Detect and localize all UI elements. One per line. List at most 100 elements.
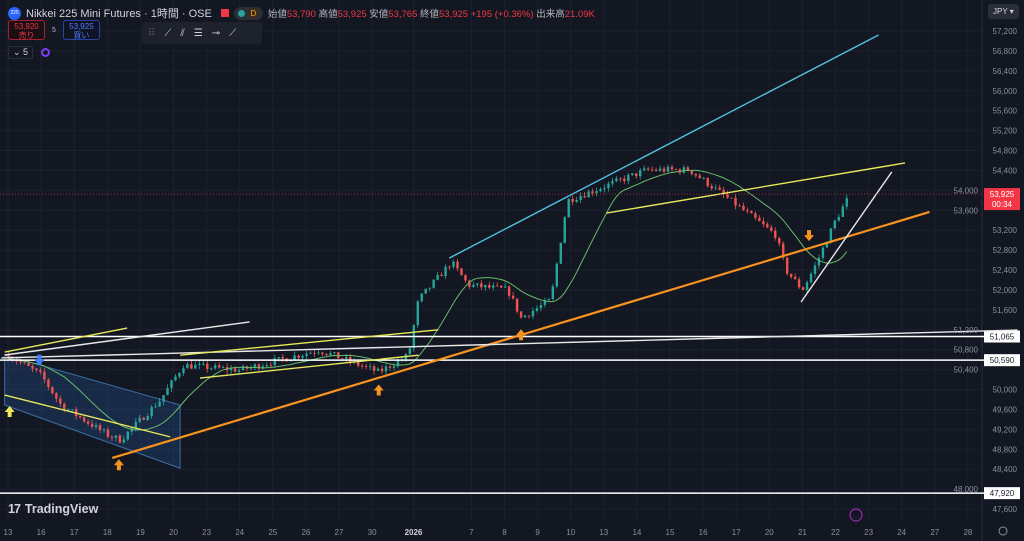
- horizontal-ray-icon[interactable]: ⊸: [211, 27, 221, 39]
- candle-body: [738, 205, 741, 207]
- candle-body: [770, 227, 773, 231]
- candle-body: [253, 364, 257, 368]
- candle-body: [631, 173, 634, 175]
- candle-body: [154, 406, 157, 408]
- candle-body: [110, 436, 114, 438]
- candle-body: [217, 365, 221, 368]
- candle-body: [515, 298, 519, 312]
- candle-body: [23, 362, 26, 364]
- candle-body: [682, 167, 686, 173]
- yellow-resistance-line: [606, 162, 906, 214]
- last-price-tag: [984, 188, 1020, 211]
- candle-body: [837, 216, 841, 221]
- candle-body: [305, 353, 308, 356]
- candle-body: [762, 221, 765, 225]
- price-tick-label: 52,400: [993, 266, 1018, 275]
- price-tick-label: 54,000: [954, 186, 979, 195]
- candle-body: [710, 186, 713, 189]
- time-tick-label: 17: [70, 528, 79, 537]
- time-tick-label: 24: [897, 528, 906, 537]
- trend-line-icon[interactable]: ⟋: [164, 27, 172, 39]
- tradingview-logo[interactable]: 17 TradingView: [8, 502, 98, 516]
- candle-body: [166, 388, 169, 396]
- time-tick-label: 8: [502, 528, 507, 537]
- candle-body: [309, 352, 312, 354]
- candle-body: [273, 358, 276, 366]
- candle-body: [237, 370, 241, 372]
- sell-button[interactable]: 53,920 売り: [8, 20, 45, 40]
- candle-body: [269, 365, 273, 366]
- fib-retracement-icon[interactable]: ☰: [193, 27, 203, 39]
- candle-body: [182, 368, 185, 374]
- candle-body: [503, 286, 507, 288]
- candle-body: [774, 230, 777, 239]
- candle-body: [158, 401, 161, 407]
- parallel-channel-icon[interactable]: ⫽: [180, 27, 185, 39]
- settings-icon[interactable]: [998, 526, 1008, 536]
- ray-icon[interactable]: ⟋: [229, 27, 237, 39]
- level-price-tag: [984, 330, 1020, 343]
- candle-body: [63, 403, 66, 411]
- price-tick-label: 51,200: [954, 326, 979, 335]
- candle-body: [758, 217, 761, 222]
- indicator-collapse-button[interactable]: ⌄ 5: [8, 46, 34, 59]
- candle-body: [229, 368, 233, 371]
- candle-body: [360, 365, 364, 367]
- time-tick-label: 16: [37, 528, 46, 537]
- candle-body: [59, 398, 62, 404]
- regression-channel: [4, 354, 181, 469]
- candle-body: [146, 416, 149, 421]
- drag-handle-icon[interactable]: ⠿: [148, 27, 156, 39]
- time-tick-label: 17: [732, 528, 741, 537]
- level-price-tag: [984, 354, 1020, 367]
- candle-body: [615, 178, 618, 182]
- price-tick-label: 52,000: [993, 286, 1018, 295]
- candle-body: [793, 276, 797, 280]
- price-tick-label: 54,800: [993, 147, 1018, 156]
- candle-body: [55, 393, 58, 399]
- symbol-badge: 225: [8, 6, 21, 20]
- ohlc-values: 始値53,790 高値53,925 安値53,765 終値53,925 +195…: [268, 6, 595, 20]
- time-tick-label: 27: [335, 528, 344, 537]
- time-tick-label: 13: [4, 528, 13, 537]
- candle-body: [702, 178, 705, 179]
- time-tick-label: 20: [765, 528, 774, 537]
- candle-body: [174, 376, 177, 381]
- candle-body: [313, 352, 316, 354]
- candle-body: [813, 265, 817, 274]
- time-tick-label: 18: [103, 528, 112, 537]
- market-status[interactable]: D: [233, 6, 263, 20]
- arrow-down-icon: [804, 230, 815, 242]
- symbol-title[interactable]: Nikkei 225 Mini Futures · 1時間 · OSE: [26, 8, 212, 20]
- candle-body: [555, 263, 558, 287]
- high-value: 53,925: [337, 9, 367, 20]
- candle-body: [468, 280, 471, 287]
- candle-body: [186, 364, 189, 369]
- time-tick-label: 28: [963, 528, 972, 537]
- yellow-mid-lower-line: [199, 354, 419, 379]
- candle-body: [122, 439, 126, 443]
- candle-body: [686, 167, 690, 172]
- level-price-label: 50,590: [990, 356, 1015, 365]
- buy-button[interactable]: 53,925 買い: [62, 20, 100, 40]
- flag-icon[interactable]: [220, 9, 229, 17]
- candle-body: [829, 228, 833, 243]
- candle-body: [47, 379, 50, 387]
- sell-price: 53,920: [14, 22, 39, 31]
- open-label: 始値: [267, 9, 287, 20]
- price-tick-label: 56,400: [993, 67, 1018, 76]
- candle-body: [7, 354, 10, 359]
- currency-selector[interactable]: JPY ▾: [988, 4, 1019, 19]
- last-price-label: 53,925: [990, 190, 1015, 199]
- candle-body: [750, 211, 753, 214]
- candle-body: [789, 273, 793, 277]
- time-tick-label: 7: [469, 528, 474, 537]
- candle-body: [380, 368, 384, 372]
- price-tick-label: 53,600: [954, 206, 979, 215]
- indicator-loading-icon: [41, 48, 51, 57]
- cyan-upper-trendline: [448, 34, 879, 259]
- time-tick-label: 30: [368, 528, 377, 537]
- candle-body: [821, 247, 825, 258]
- arrow-up-icon: [373, 384, 384, 396]
